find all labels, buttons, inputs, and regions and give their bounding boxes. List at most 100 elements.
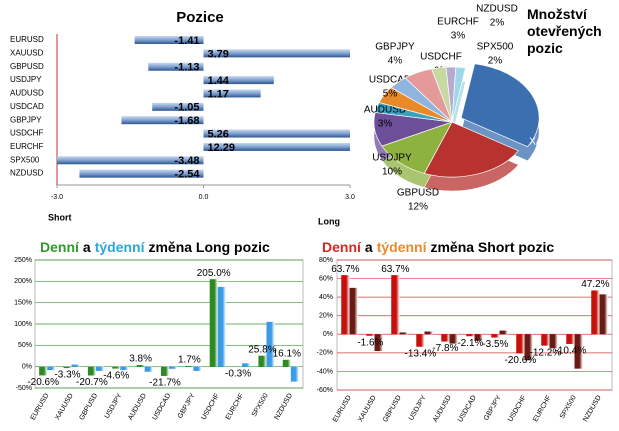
bar xyxy=(449,334,458,344)
value-label: 3.79 xyxy=(208,48,229,60)
x-tick-label: XAUUSD xyxy=(357,394,378,423)
bar xyxy=(71,364,80,367)
y-tick-label: -20% xyxy=(317,350,333,357)
bar xyxy=(79,169,204,178)
bar xyxy=(152,102,204,111)
x-tick-label: EURUSD xyxy=(332,394,353,423)
title-part: změna Long pozic xyxy=(148,239,270,255)
pie-title: Množství otevřených pozic xyxy=(527,6,602,56)
bar xyxy=(121,116,204,125)
value-label: 47.2% xyxy=(581,279,609,290)
x-tick-label: EURCHF xyxy=(225,392,246,421)
slice-label: SPX500 xyxy=(477,42,514,53)
y-tick-label: -50% xyxy=(16,385,32,392)
value-label: -2.54 xyxy=(174,169,200,181)
category-label: USDCAD xyxy=(10,102,44,111)
slice-label: GBPUSD xyxy=(397,188,439,199)
bar xyxy=(349,287,358,335)
x-tick-label: SPX500 xyxy=(251,392,270,418)
bars xyxy=(57,36,350,178)
bar xyxy=(39,366,48,376)
pie-slice xyxy=(460,63,540,148)
category-label: USDCHF xyxy=(10,129,43,138)
y-tick-label: 200% xyxy=(14,278,32,285)
bar xyxy=(366,334,375,336)
x-tick-label: GBPUSD xyxy=(382,394,403,423)
x-tick-label: AUDUSD xyxy=(432,394,453,423)
bar xyxy=(203,49,350,58)
x-tick-label: AUDUSD xyxy=(127,392,148,421)
bar xyxy=(341,275,350,335)
slice-value: 22% xyxy=(540,151,560,162)
value-label: -21.7% xyxy=(149,378,181,389)
value-label: 12.29 xyxy=(208,142,236,154)
bar xyxy=(95,366,104,371)
bar xyxy=(87,366,96,376)
value-label: -1.41 xyxy=(174,35,199,47)
value-label: -12.2% xyxy=(530,347,562,358)
bar xyxy=(416,334,425,347)
x-tick-label: USDCHF xyxy=(200,392,221,421)
value-label: 25.8% xyxy=(248,344,276,355)
value-label: 5.26 xyxy=(208,128,229,140)
slice-label: GBPJPY xyxy=(375,42,415,53)
slice-label: USDCHF xyxy=(420,52,462,63)
title-part: a xyxy=(365,239,373,255)
bar xyxy=(217,286,226,367)
y-tick-label: 250% xyxy=(14,257,32,264)
slice-value: 2% xyxy=(490,18,505,29)
x-tick-label: USDJPY xyxy=(104,392,124,420)
value-label: -1.6% xyxy=(357,337,383,348)
x-tick-label: USDCAD xyxy=(457,394,478,423)
category-label: USDJPY xyxy=(10,75,42,84)
axis-label: Short xyxy=(48,212,72,222)
value-label: -3.3% xyxy=(54,370,80,381)
axis-label: Long xyxy=(318,216,340,226)
bar xyxy=(148,62,204,71)
bar xyxy=(112,366,121,369)
x-tick-label: SPX500 xyxy=(559,394,578,420)
bar xyxy=(160,366,169,376)
slice-label: AUDUSD xyxy=(364,105,406,116)
slice-value: 3% xyxy=(451,31,466,42)
x-tick-label: GBPUSD xyxy=(78,392,99,421)
bar xyxy=(391,275,400,335)
y-tick-label: 50% xyxy=(18,342,32,349)
title-part: Denní xyxy=(322,239,362,255)
value-label: -20.7% xyxy=(76,377,108,388)
category-label: AUDUSD xyxy=(10,89,44,98)
slice-label: XAUUSD xyxy=(529,137,571,148)
bar xyxy=(47,366,56,371)
bar xyxy=(566,334,575,344)
bar xyxy=(491,334,500,338)
title-part: Denní xyxy=(40,239,80,255)
bar xyxy=(499,330,508,335)
bar xyxy=(134,36,204,44)
x-tick-label: 0.0 xyxy=(199,194,209,201)
y-tick-label: 150% xyxy=(14,300,32,307)
chart-title: Pozice xyxy=(176,9,224,26)
x-tick-label: USDJPY xyxy=(408,394,428,422)
y-tick-label: 40% xyxy=(319,294,333,301)
x-tick-label: XAUUSD xyxy=(54,392,75,421)
slice-label: EURUSD xyxy=(539,83,581,94)
bar xyxy=(144,366,153,372)
slice-label: NZDUSD xyxy=(476,4,518,15)
bar xyxy=(242,363,251,367)
bar xyxy=(120,366,129,371)
category-label: EURUSD xyxy=(10,35,44,44)
plot-frame xyxy=(336,259,613,391)
value-label: -10.4% xyxy=(555,346,587,357)
bar xyxy=(203,76,274,85)
y-tick-label: 60% xyxy=(319,275,333,282)
value-label: 63.7% xyxy=(381,264,409,275)
category-label: GBPUSD xyxy=(10,62,44,71)
bar xyxy=(258,355,267,367)
bar xyxy=(474,334,483,341)
value-label: -20.6% xyxy=(505,355,537,366)
bar xyxy=(516,334,525,354)
value-label: -4.6% xyxy=(103,370,129,381)
value-label: 16.1% xyxy=(273,348,301,359)
y-tick-label: 100% xyxy=(14,321,32,328)
